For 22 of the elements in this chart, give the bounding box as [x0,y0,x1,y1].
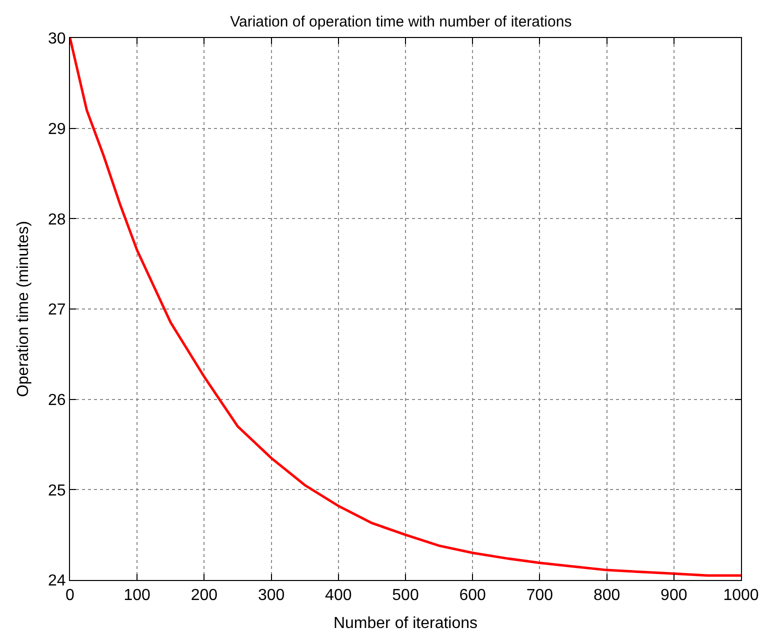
x-tick-label: 0 [66,587,75,604]
x-tick-label: 800 [593,587,620,604]
x-tick-label: 700 [526,587,554,604]
x-tick-label: 1000 [723,587,759,604]
x-tick-label: 100 [124,587,151,604]
chart-title: Variation of operation time with number of iterations [230,13,572,30]
x-tick-label: 200 [190,587,218,604]
y-axis-title: Operation time (minutes) [15,220,32,398]
y-tick-label: 26 [48,392,66,409]
y-tick-label: 30 [48,30,66,48]
x-tick-label: 900 [660,587,688,604]
x-tick-label: 300 [258,587,285,604]
y-tick-label: 25 [48,482,66,500]
x-tick-label: 600 [459,587,486,604]
y-tick-label: 29 [48,120,66,138]
y-tick-label: 28 [48,211,66,228]
y-tick-label: 27 [48,302,66,319]
x-tick-label: 400 [325,587,352,604]
line-series [70,38,741,577]
y-tick-label: 24 [48,572,66,590]
x-axis-title: Number of iterations [333,615,478,632]
x-tick-label: 500 [392,587,419,604]
